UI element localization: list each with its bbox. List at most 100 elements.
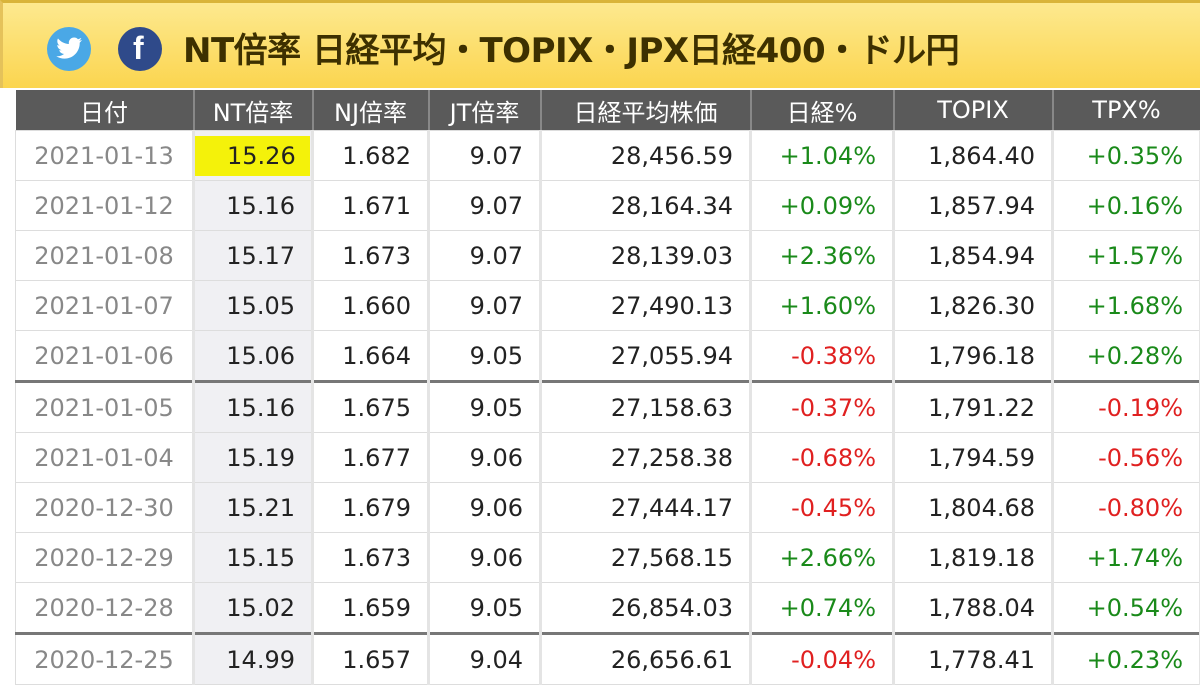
table-row: 2020-12-29 15.15 1.673 9.06 27,568.15 +2.66% 1… <box>15 532 1200 583</box>
table-cell: 2021-01-08 <box>15 230 195 281</box>
table-cell: 2020-12-28 <box>15 582 195 634</box>
table-cell: -0.45% <box>750 482 895 533</box>
table-cell: 1.677 <box>312 432 430 483</box>
table-cell: 28,456.59 <box>540 130 752 181</box>
table-row: 2020-12-25 14.99 1.657 9.04 26,656.61 -0.04% 1… <box>15 632 1200 685</box>
table-cell: 1.675 <box>312 380 430 433</box>
table-cell: 9.05 <box>428 380 542 433</box>
table-cell: 9.07 <box>428 180 542 231</box>
table-cell: 15.02 <box>193 582 314 634</box>
highlighted-value: 15.26 <box>195 135 310 176</box>
table-cell: 2020-12-25 <box>15 632 195 685</box>
table-cell: 1.657 <box>312 632 430 685</box>
table-cell: 9.07 <box>428 130 542 181</box>
table-cell: 1.660 <box>312 280 430 331</box>
table-cell: 1,864.40 <box>893 130 1054 181</box>
table-cell: 28,164.34 <box>540 180 752 231</box>
table-cell: -0.19% <box>1052 380 1200 433</box>
table-cell: 26,656.61 <box>540 632 752 685</box>
table-cell: 15.05 <box>193 280 314 331</box>
table-cell: 9.06 <box>428 482 542 533</box>
table-cell: 2021-01-06 <box>15 330 195 382</box>
table-cell: +2.66% <box>750 532 895 583</box>
column-header: TPX% <box>1052 90 1200 131</box>
table-cell: -0.38% <box>750 330 895 382</box>
table-cell: -0.56% <box>1052 432 1200 483</box>
table-cell: 1,778.41 <box>893 632 1054 685</box>
header-row: 日付 NT倍率 NJ倍率 JT倍率 日経平均株価 日経% TOPIX TPX% <box>15 90 1200 131</box>
table-cell: 9.04 <box>428 632 542 685</box>
table-cell: 1,791.22 <box>893 380 1054 433</box>
table-cell: 26,854.03 <box>540 582 752 634</box>
header-bar: f NT倍率 日経平均・TOPIX・JPX日経400・ドル円 <box>0 0 1200 88</box>
table-row: 2021-01-05 15.16 1.675 9.05 27,158.63 -0.37% 1… <box>15 380 1200 433</box>
table-cell: 1,819.18 <box>893 532 1054 583</box>
table-cell: +0.28% <box>1052 330 1200 382</box>
table-row: 2021-01-07 15.05 1.660 9.07 27,490.13 +1.60% 1… <box>15 280 1200 331</box>
table-row: 2021-01-04 15.19 1.677 9.06 27,258.38 -0.68% 1… <box>15 432 1200 483</box>
table-cell: 1,794.59 <box>893 432 1054 483</box>
data-table: 日付 NT倍率 NJ倍率 JT倍率 日経平均株価 日経% TOPIX TPX% 2021-01… <box>15 90 1200 685</box>
column-header: 日経平均株価 <box>540 90 752 131</box>
table-cell: 2021-01-13 <box>15 130 195 181</box>
table-cell: +0.54% <box>1052 582 1200 634</box>
table-cell: 27,444.17 <box>540 482 752 533</box>
table-cell: 2021-01-05 <box>15 380 195 433</box>
table-cell: 15.26 <box>193 130 314 181</box>
table-cell: +1.04% <box>750 130 895 181</box>
table-cell: +1.60% <box>750 280 895 331</box>
table-cell: 1.682 <box>312 130 430 181</box>
column-header: NJ倍率 <box>312 90 430 131</box>
table-cell: 27,568.15 <box>540 532 752 583</box>
table-row: 2021-01-13 15.26 1.682 9.07 28,456.59 +1.04% 1… <box>15 130 1200 181</box>
table-cell: 9.07 <box>428 280 542 331</box>
column-header: 日経% <box>750 90 895 131</box>
table-cell: +0.35% <box>1052 130 1200 181</box>
table-cell: +0.16% <box>1052 180 1200 231</box>
table-cell: +0.09% <box>750 180 895 231</box>
table-row: 2020-12-28 15.02 1.659 9.05 26,854.03 +0.74% 1… <box>15 582 1200 634</box>
table-cell: 15.06 <box>193 330 314 382</box>
table-cell: 2020-12-30 <box>15 482 195 533</box>
column-header: 日付 <box>15 90 195 131</box>
table-row: 2020-12-30 15.21 1.679 9.06 27,444.17 -0.45% 1… <box>15 482 1200 533</box>
table-cell: 9.07 <box>428 230 542 281</box>
table-cell: 9.05 <box>428 330 542 382</box>
column-header: TOPIX <box>893 90 1054 131</box>
table-cell: 1,804.68 <box>893 482 1054 533</box>
table-cell: 9.06 <box>428 432 542 483</box>
table-row: 2021-01-06 15.06 1.664 9.05 27,055.94 -0.38% 1… <box>15 330 1200 382</box>
table-cell: 1.673 <box>312 532 430 583</box>
table-cell: 9.06 <box>428 532 542 583</box>
table-cell: 1.671 <box>312 180 430 231</box>
table-cell: 14.99 <box>193 632 314 685</box>
table-row: 2021-01-12 15.16 1.671 9.07 28,164.34 +0.09% 1… <box>15 180 1200 231</box>
table-cell: 2021-01-12 <box>15 180 195 231</box>
table-cell: -0.04% <box>750 632 895 685</box>
table-cell: 2021-01-07 <box>15 280 195 331</box>
table-cell: -0.68% <box>750 432 895 483</box>
table-cell: +0.23% <box>1052 632 1200 685</box>
table-cell: 27,055.94 <box>540 330 752 382</box>
column-header: NT倍率 <box>193 90 314 131</box>
column-header: JT倍率 <box>428 90 542 131</box>
table-cell: 1,826.30 <box>893 280 1054 331</box>
facebook-icon[interactable]: f <box>118 27 162 71</box>
table-cell: 1,796.18 <box>893 330 1054 382</box>
table-cell: 9.05 <box>428 582 542 634</box>
table-cell: 1.659 <box>312 582 430 634</box>
table-cell: 27,258.38 <box>540 432 752 483</box>
table-cell: 1,854.94 <box>893 230 1054 281</box>
table-cell: +2.36% <box>750 230 895 281</box>
table-row: 2021-01-08 15.17 1.673 9.07 28,139.03 +2.36% 1… <box>15 230 1200 281</box>
table-cell: 27,490.13 <box>540 280 752 331</box>
table-cell: -0.80% <box>1052 482 1200 533</box>
table-cell: -0.37% <box>750 380 895 433</box>
table-cell: 15.21 <box>193 482 314 533</box>
table-cell: 1.679 <box>312 482 430 533</box>
table-cell: 15.15 <box>193 532 314 583</box>
table-cell: 2020-12-29 <box>15 532 195 583</box>
twitter-icon[interactable] <box>47 27 91 71</box>
table-cell: +1.74% <box>1052 532 1200 583</box>
